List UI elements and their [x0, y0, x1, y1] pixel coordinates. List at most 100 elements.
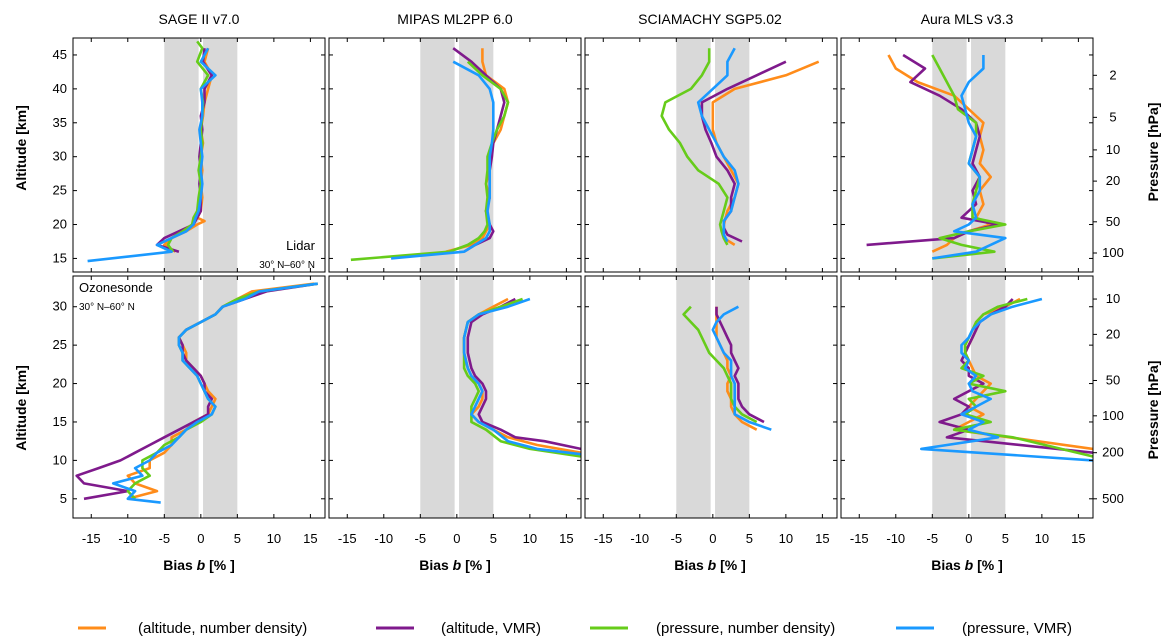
series-line-3 [462, 297, 581, 456]
series-line-1 [715, 306, 765, 424]
panel-frame [328, 37, 582, 273]
series-line-3 [711, 305, 772, 431]
x-tick-label: -15 [594, 531, 613, 546]
shaded-band [420, 38, 455, 272]
series-line-3 [111, 282, 318, 504]
series-line-3 [390, 60, 495, 260]
y-tick-label: 25 [53, 183, 67, 198]
x-axis-title-4-var: b [965, 557, 974, 573]
x-tick-label: 15 [303, 531, 317, 546]
x-tick-label: -10 [118, 531, 137, 546]
panel-frame [584, 37, 838, 273]
x-axis-title-2-text: Bias [419, 557, 452, 573]
pressure-tick-label: 500 [1102, 491, 1124, 506]
column-title-mipas: MIPAS ML2PP 6.0 [397, 11, 513, 27]
legend-label-p-vmr: (pressure, VMR) [962, 620, 1072, 637]
shaded-band [932, 276, 967, 518]
x-tick-label: -5 [415, 531, 427, 546]
x-axis-title-4: Bias b [% ] [931, 557, 1003, 573]
lidar-label: Lidar [286, 238, 316, 253]
x-tick-label: -15 [850, 531, 869, 546]
x-axis-title-2-unit: [% ] [461, 557, 491, 573]
x-tick-label: 5 [234, 531, 241, 546]
y-axis-title-top: Altitude [km] [13, 105, 29, 191]
x-tick-label: 0 [965, 531, 972, 546]
panel-frame [72, 37, 326, 273]
pressure-tick-label: 200 [1102, 445, 1124, 460]
x-axis-title-1-text: Bias [163, 557, 196, 573]
shaded-band [715, 38, 750, 272]
y-tick-label: 45 [53, 47, 67, 62]
series-line-1 [466, 297, 581, 451]
panel-frame [328, 275, 582, 519]
x-axis-title-3-text: Bias [674, 557, 707, 573]
x-tick-label: 5 [490, 531, 497, 546]
pressure-tick-label: 10 [1106, 291, 1120, 306]
x-tick-label: 5 [746, 531, 753, 546]
panel-0-0: 15 20 25 30 35 40 45 [53, 37, 326, 273]
x-tick-label: 15 [815, 531, 829, 546]
shaded-band [676, 38, 711, 272]
x-axis-title-1-unit: [% ] [205, 557, 235, 573]
shaded-band [676, 276, 711, 518]
y-tick-label: 35 [53, 115, 67, 130]
x-axis-title-1-var: b [197, 557, 206, 573]
x-tick-label: -10 [630, 531, 649, 546]
pressure-tick-label: 20 [1106, 173, 1120, 188]
pressure-tick-label: 2 [1109, 67, 1116, 82]
y-tick-label: 15 [53, 250, 67, 265]
x-tick-label: 10 [267, 531, 281, 546]
panel-frame [840, 275, 1094, 519]
series-line-2 [660, 48, 729, 246]
x-tick-label: -10 [374, 531, 393, 546]
panel-0-1 [328, 37, 582, 273]
series-line-2 [350, 60, 510, 262]
x-tick-label: 15 [559, 531, 573, 546]
column-title-sage: SAGE II v7.0 [159, 11, 240, 27]
panel-frame [840, 37, 1094, 273]
x-axis-title-4-unit: [% ] [973, 557, 1003, 573]
panel-1-1: -15 -10 -5 0 5 10 15 [328, 275, 582, 546]
pressure-tick-label: 100 [1102, 408, 1124, 423]
x-tick-label: -10 [886, 531, 905, 546]
series-group [87, 40, 217, 263]
x-axis-title-3-var: b [708, 557, 717, 573]
series-group [660, 47, 820, 247]
panel-frame [72, 275, 326, 519]
y-tick-label: 10 [53, 452, 67, 467]
x-tick-label: 0 [453, 531, 460, 546]
ozonesonde-latitude: 30° N–60° N [79, 302, 135, 313]
panel-0-3: 2 5 10 20 50 100 [840, 37, 1124, 273]
pressure-tick-label: 50 [1106, 214, 1120, 229]
x-axis-title-1: Bias b [% ] [163, 557, 235, 573]
pressure-axis-title-bottom: Pressure [hPa] [1145, 361, 1161, 460]
y-tick-label: 5 [60, 491, 67, 506]
series-line-3 [932, 55, 1007, 260]
x-tick-label: 10 [779, 531, 793, 546]
panel-1-2: -15 -10 -5 0 5 10 15 [584, 275, 838, 546]
y-axis-title-bottom: Altitude [km] [13, 365, 29, 451]
series-line-3 [696, 47, 740, 243]
y-tick-label: 30 [53, 149, 67, 164]
series-group [75, 282, 318, 504]
pressure-axis-title-top: Pressure [hPa] [1145, 103, 1161, 202]
x-tick-label: 0 [709, 531, 716, 546]
pressure-tick-label: 20 [1106, 326, 1120, 341]
panel-0-2 [584, 37, 838, 273]
series-line-3 [919, 297, 1093, 462]
series-group [350, 47, 510, 262]
legend: (altitude, number density) (altitude, VM… [78, 620, 1072, 637]
legend-label-p-nd: (pressure, number density) [656, 620, 835, 637]
y-tick-label: 20 [53, 217, 67, 232]
y-tick-label: 30 [53, 299, 67, 314]
x-axis-title-4-text: Bias [931, 557, 964, 573]
series-line-0 [715, 306, 758, 431]
shaded-band [203, 38, 238, 272]
legend-label-alt-nd: (altitude, number density) [138, 620, 307, 637]
y-tick-label: 20 [53, 376, 67, 391]
panel-1-3: -15 -10 -5 0 5 10 15 10 20 50 100 200 500 [840, 275, 1124, 546]
x-axis-title-3-unit: [% ] [716, 557, 746, 573]
x-tick-label: -5 [159, 531, 171, 546]
x-axis-title-2-var: b [453, 557, 462, 573]
x-tick-label: -5 [927, 531, 939, 546]
